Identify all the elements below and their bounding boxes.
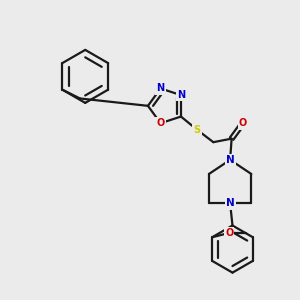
Text: N: N xyxy=(157,83,165,94)
Text: S: S xyxy=(194,125,201,135)
Text: N: N xyxy=(226,198,235,208)
Text: O: O xyxy=(156,118,165,128)
Text: O: O xyxy=(225,228,233,238)
Text: N: N xyxy=(226,155,235,165)
Text: O: O xyxy=(239,118,247,128)
Text: N: N xyxy=(177,90,185,100)
